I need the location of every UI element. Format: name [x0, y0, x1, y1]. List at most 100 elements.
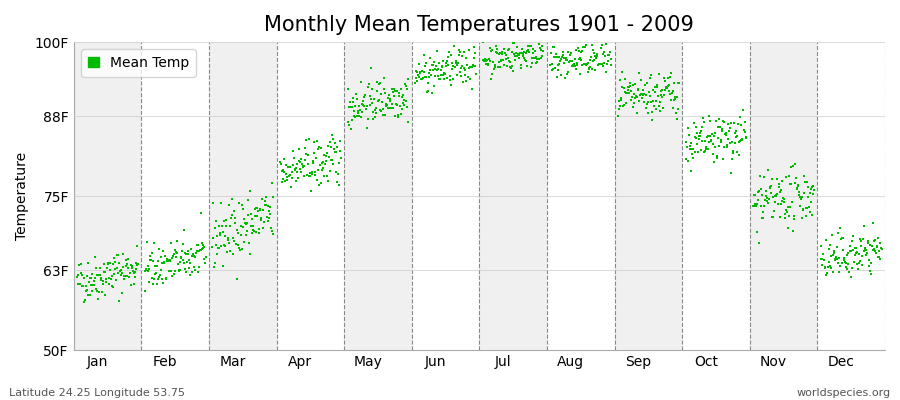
Point	[331, 171, 346, 178]
Point	[526, 46, 541, 52]
Bar	[412, 42, 480, 350]
Point	[274, 160, 288, 167]
Point	[341, 119, 356, 125]
Point	[490, 46, 504, 52]
Point	[115, 264, 130, 270]
Point	[654, 94, 669, 100]
Point	[551, 62, 565, 68]
Point	[596, 63, 610, 69]
Point	[834, 235, 849, 242]
Point	[88, 286, 103, 292]
Point	[258, 202, 273, 208]
Point	[617, 85, 632, 91]
Point	[280, 174, 294, 180]
Point	[873, 240, 887, 246]
Point	[377, 75, 392, 82]
Point	[428, 58, 442, 65]
Point	[83, 292, 97, 298]
Point	[758, 197, 772, 203]
Point	[212, 244, 226, 251]
Point	[804, 186, 818, 192]
Point	[341, 122, 356, 129]
Point	[549, 51, 563, 57]
Point	[352, 102, 366, 109]
Point	[148, 270, 163, 276]
Point	[573, 55, 588, 61]
Point	[832, 255, 847, 261]
Point	[814, 242, 828, 249]
Point	[414, 76, 428, 82]
Point	[467, 44, 482, 50]
Point	[442, 49, 456, 55]
Point	[242, 188, 256, 194]
Point	[565, 57, 580, 64]
Point	[523, 38, 537, 44]
Point	[518, 50, 533, 56]
Point	[480, 57, 494, 63]
Point	[594, 42, 608, 48]
Point	[847, 259, 861, 265]
Point	[415, 68, 429, 74]
Point	[562, 52, 577, 59]
Point	[754, 214, 769, 221]
Point	[819, 272, 833, 278]
Point	[247, 228, 261, 235]
Point	[344, 126, 358, 132]
Point	[733, 114, 747, 120]
Point	[213, 232, 228, 238]
Point	[554, 56, 568, 62]
Point	[786, 163, 800, 170]
Point	[799, 205, 814, 211]
Point	[262, 215, 276, 222]
Point	[160, 258, 175, 264]
Point	[198, 254, 212, 260]
Point	[748, 201, 762, 208]
Text: Latitude 24.25 Longitude 53.75: Latitude 24.25 Longitude 53.75	[9, 388, 185, 398]
Point	[579, 42, 593, 49]
Point	[729, 128, 743, 134]
Point	[793, 194, 807, 200]
Point	[507, 40, 521, 46]
Point	[424, 62, 438, 68]
Point	[701, 146, 716, 152]
Point	[366, 116, 381, 122]
Point	[386, 105, 400, 112]
Point	[563, 58, 578, 64]
Point	[301, 152, 315, 158]
Point	[631, 86, 645, 92]
Point	[516, 51, 530, 58]
Point	[342, 104, 356, 110]
Point	[375, 106, 390, 113]
Point	[652, 108, 667, 114]
Point	[437, 76, 452, 82]
Point	[301, 160, 315, 167]
Point	[152, 246, 166, 252]
Point	[503, 64, 517, 70]
Point	[535, 43, 549, 50]
Point	[153, 272, 167, 278]
Point	[824, 232, 839, 238]
Point	[239, 221, 254, 228]
Point	[864, 271, 878, 278]
Point	[102, 274, 116, 281]
Point	[143, 257, 157, 264]
Point	[408, 80, 422, 86]
Point	[453, 49, 467, 56]
Point	[325, 157, 339, 163]
Point	[815, 256, 830, 262]
Point	[752, 188, 766, 194]
Point	[643, 93, 657, 100]
Point	[230, 276, 245, 282]
Point	[519, 58, 534, 64]
Point	[87, 254, 102, 261]
Point	[409, 67, 423, 74]
Point	[687, 146, 701, 152]
Point	[310, 177, 324, 184]
Point	[750, 228, 764, 235]
Point	[310, 138, 324, 144]
Point	[732, 152, 746, 158]
Point	[468, 50, 482, 57]
Point	[788, 160, 803, 167]
Point	[558, 55, 572, 61]
Point	[345, 104, 359, 110]
